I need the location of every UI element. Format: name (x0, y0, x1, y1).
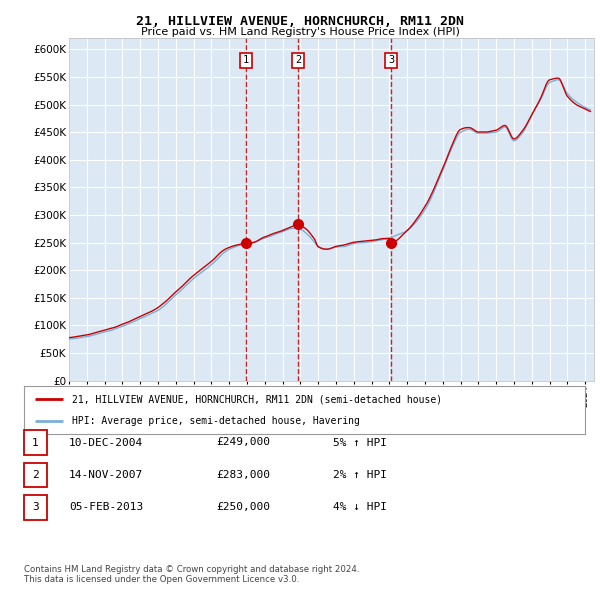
Text: 3: 3 (32, 503, 39, 512)
Text: 5% ↑ HPI: 5% ↑ HPI (333, 438, 387, 447)
Text: 2: 2 (32, 470, 39, 480)
Text: 2% ↑ HPI: 2% ↑ HPI (333, 470, 387, 480)
Text: Price paid vs. HM Land Registry's House Price Index (HPI): Price paid vs. HM Land Registry's House … (140, 27, 460, 37)
Text: 10-DEC-2004: 10-DEC-2004 (69, 438, 143, 447)
Text: HPI: Average price, semi-detached house, Havering: HPI: Average price, semi-detached house,… (71, 416, 359, 426)
Text: 1: 1 (32, 438, 39, 447)
Text: 3: 3 (388, 55, 394, 65)
Text: 2: 2 (295, 55, 301, 65)
Text: 21, HILLVIEW AVENUE, HORNCHURCH, RM11 2DN (semi-detached house): 21, HILLVIEW AVENUE, HORNCHURCH, RM11 2D… (71, 394, 442, 404)
Text: Contains HM Land Registry data © Crown copyright and database right 2024.
This d: Contains HM Land Registry data © Crown c… (24, 565, 359, 584)
Text: £250,000: £250,000 (216, 503, 270, 512)
Text: 21, HILLVIEW AVENUE, HORNCHURCH, RM11 2DN: 21, HILLVIEW AVENUE, HORNCHURCH, RM11 2D… (136, 15, 464, 28)
Text: 14-NOV-2007: 14-NOV-2007 (69, 470, 143, 480)
Text: 1: 1 (243, 55, 249, 65)
Text: 4% ↓ HPI: 4% ↓ HPI (333, 503, 387, 512)
Text: £249,000: £249,000 (216, 438, 270, 447)
Text: £283,000: £283,000 (216, 470, 270, 480)
Text: 05-FEB-2013: 05-FEB-2013 (69, 503, 143, 512)
